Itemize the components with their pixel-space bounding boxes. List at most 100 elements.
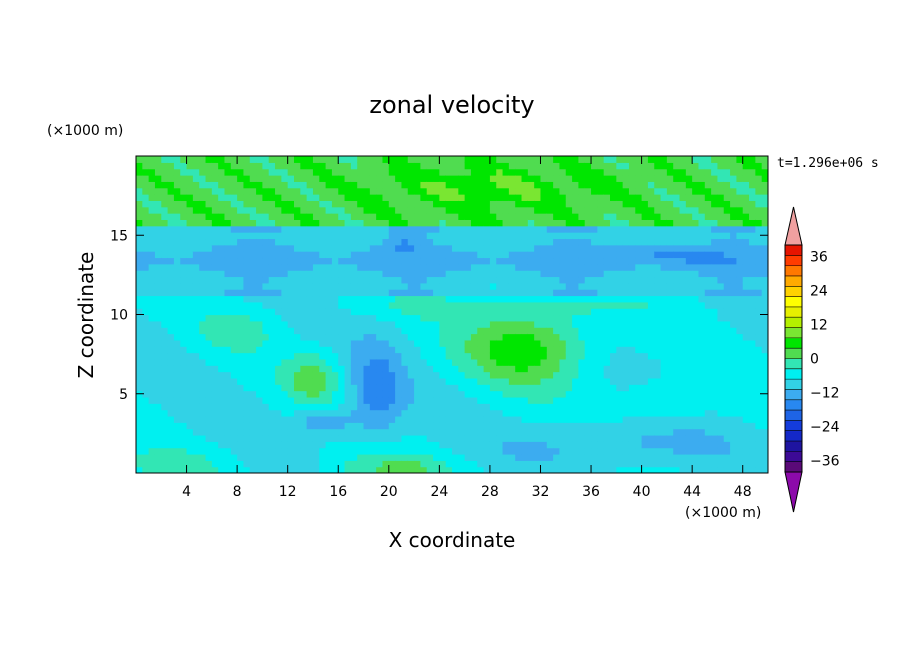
field-cell xyxy=(224,187,232,195)
field-cell xyxy=(211,320,219,328)
field-cell xyxy=(464,257,472,265)
field-cell xyxy=(312,453,320,461)
field-cell xyxy=(692,308,700,316)
field-cell xyxy=(540,434,548,442)
field-cell xyxy=(546,168,554,176)
field-cell xyxy=(572,384,579,392)
field-cell xyxy=(572,301,579,309)
field-cell xyxy=(300,441,308,449)
field-cell xyxy=(376,181,384,189)
field-cell xyxy=(673,225,681,233)
field-cell xyxy=(262,352,270,360)
field-cell xyxy=(319,365,327,373)
field-cell xyxy=(483,181,491,189)
field-cell xyxy=(294,295,301,303)
field-cell xyxy=(534,276,542,284)
field-cell xyxy=(395,447,403,455)
field-cell xyxy=(376,320,384,328)
field-cell xyxy=(192,206,200,214)
field-cell xyxy=(262,460,270,468)
field-cell xyxy=(407,301,415,309)
field-cell xyxy=(666,257,674,265)
field-cell xyxy=(243,333,251,341)
field-cell xyxy=(685,175,693,182)
field-cell xyxy=(540,396,548,404)
field-cell xyxy=(136,263,143,271)
field-cell xyxy=(610,276,617,284)
field-cell xyxy=(502,358,510,366)
field-cell xyxy=(294,251,301,259)
field-cell xyxy=(603,213,611,220)
field-cell xyxy=(186,352,194,360)
field-cell xyxy=(553,194,561,201)
field-cell xyxy=(597,365,605,373)
field-cell xyxy=(591,244,598,252)
field-cell xyxy=(224,384,232,392)
field-cell xyxy=(502,422,510,430)
field-cell xyxy=(275,384,282,392)
field-cell xyxy=(578,441,586,449)
field-cell xyxy=(704,194,712,201)
field-cell xyxy=(546,162,554,170)
field-cell xyxy=(628,371,636,379)
field-cell xyxy=(395,377,403,385)
field-cell xyxy=(173,213,181,220)
field-cell xyxy=(256,301,263,309)
field-cell xyxy=(452,295,459,303)
field-cell xyxy=(230,333,238,341)
field-cell xyxy=(294,358,301,366)
field-cell xyxy=(350,377,358,385)
field-cell xyxy=(458,175,466,182)
field-cell xyxy=(439,365,447,373)
field-cell xyxy=(331,396,339,404)
field-cell xyxy=(306,314,314,322)
field-cell xyxy=(603,263,611,271)
field-cell xyxy=(243,466,251,473)
field-cell xyxy=(647,314,655,322)
field-cell xyxy=(414,422,421,430)
field-cell xyxy=(755,270,763,278)
field-cell xyxy=(502,428,510,436)
field-cell xyxy=(704,225,712,233)
field-cell xyxy=(407,156,415,163)
field-cell xyxy=(603,162,611,170)
field-cell xyxy=(319,403,327,411)
field-cell xyxy=(673,194,681,201)
field-cell xyxy=(281,276,289,284)
field-cell xyxy=(338,428,346,436)
field-cell xyxy=(616,377,624,385)
field-cell xyxy=(755,251,763,259)
field-cell xyxy=(540,225,548,233)
field-cell xyxy=(338,352,346,360)
field-cell xyxy=(407,371,415,379)
field-cell xyxy=(666,466,674,473)
field-cell xyxy=(540,270,548,278)
field-cell xyxy=(502,466,510,473)
field-cell xyxy=(407,460,415,468)
field-cell xyxy=(218,238,226,246)
field-cell xyxy=(578,434,586,442)
field-cell xyxy=(546,390,554,398)
field-cell xyxy=(470,162,478,170)
field-cell xyxy=(628,320,636,328)
field-cell xyxy=(666,314,674,322)
field-cell xyxy=(477,276,485,284)
field-cell xyxy=(603,434,611,442)
field-cell xyxy=(711,194,719,201)
field-cell xyxy=(692,415,700,423)
field-cell xyxy=(338,403,346,411)
field-cell xyxy=(382,466,390,473)
field-cell xyxy=(230,377,238,385)
field-cell xyxy=(692,276,700,284)
field-cell xyxy=(344,175,352,182)
field-cell xyxy=(666,409,674,417)
field-cell xyxy=(578,396,586,404)
field-cell xyxy=(344,263,352,271)
field-cell xyxy=(211,295,219,303)
field-cell xyxy=(559,270,567,278)
field-cell xyxy=(218,377,226,385)
field-cell xyxy=(641,156,649,163)
field-cell xyxy=(647,301,655,309)
field-cell xyxy=(218,320,226,328)
field-cell xyxy=(477,175,485,182)
